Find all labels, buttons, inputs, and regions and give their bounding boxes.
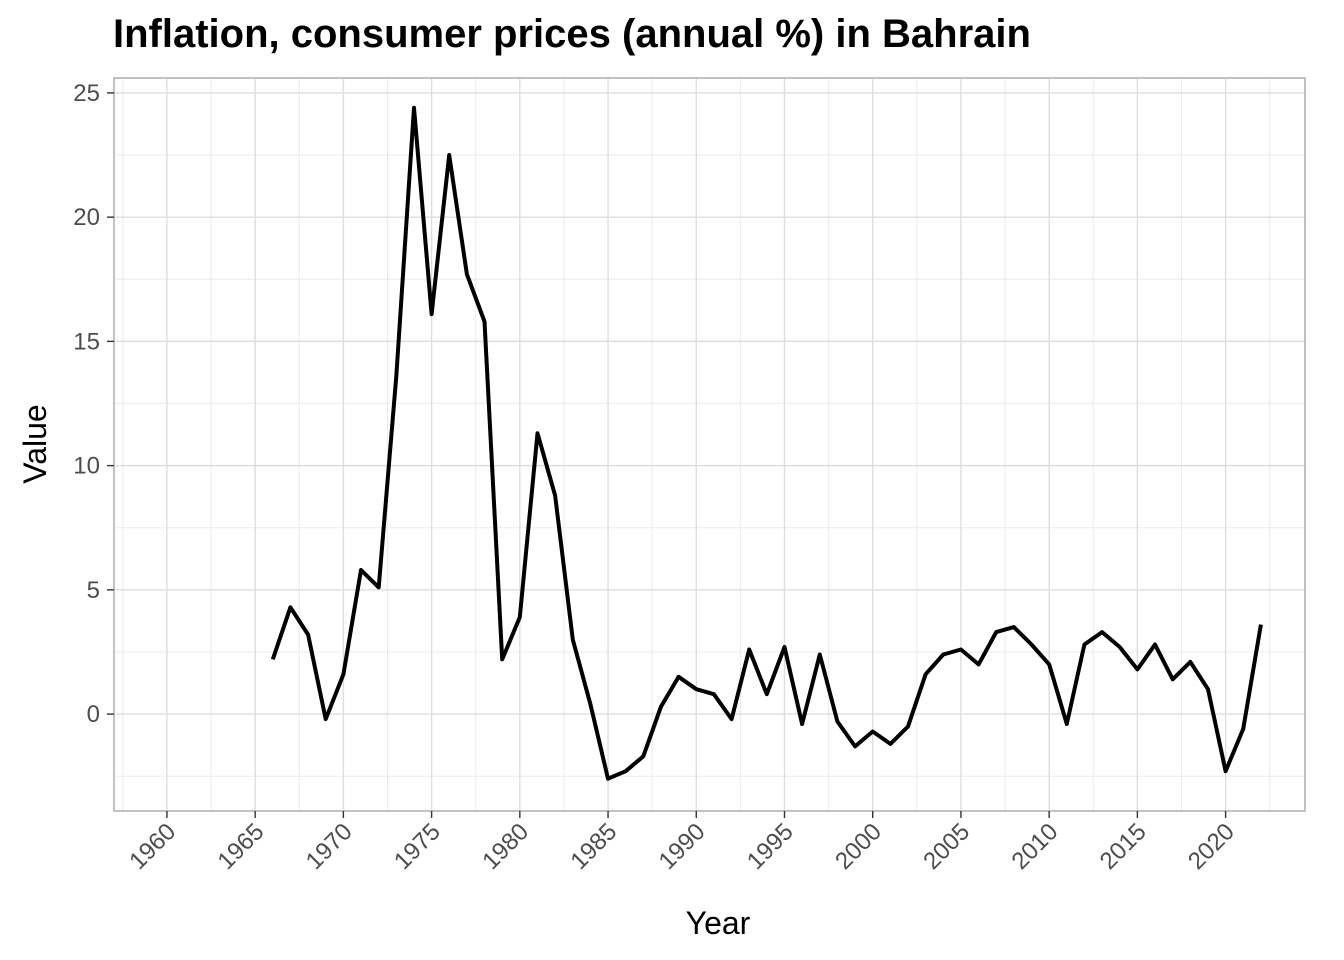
x-axis-title: Year — [686, 905, 751, 941]
tick-labels: 1960 1965 1970 1975 1980 1985 1990 1995 2000 2005… — [73, 80, 1240, 875]
x-tick-label: 1980 — [477, 818, 534, 875]
x-tick-label: 2010 — [1007, 818, 1064, 875]
series-line — [270, 105, 1263, 781]
x-tick-label: 2020 — [1183, 818, 1240, 875]
y-tick-label: 25 — [73, 80, 100, 107]
y-tick-label: 20 — [73, 204, 100, 231]
x-tick-label: 1960 — [124, 818, 181, 875]
y-tick-label: 15 — [73, 328, 100, 355]
x-tick-label: 2015 — [1095, 818, 1152, 875]
x-tick-label: 2000 — [830, 818, 887, 875]
y-tick-label: 5 — [87, 577, 100, 604]
x-tick-label: 2005 — [918, 818, 975, 875]
grid — [114, 78, 1305, 811]
x-tick-label: 1970 — [301, 818, 358, 875]
y-tick-label: 10 — [73, 453, 100, 480]
series — [270, 105, 1263, 781]
x-tick-label: 1985 — [565, 818, 622, 875]
y-tick-label: 0 — [87, 701, 100, 728]
chart-title: Inflation, consumer prices (annual %) in… — [113, 12, 1031, 56]
x-tick-label: 1975 — [389, 818, 446, 875]
x-tick-label: 1965 — [213, 818, 270, 875]
axis-ticks — [107, 92, 1227, 818]
panel-border — [113, 77, 1306, 812]
x-tick-label: 1990 — [654, 818, 711, 875]
x-tick-label: 1995 — [742, 818, 799, 875]
y-axis-title: Value — [17, 404, 53, 483]
